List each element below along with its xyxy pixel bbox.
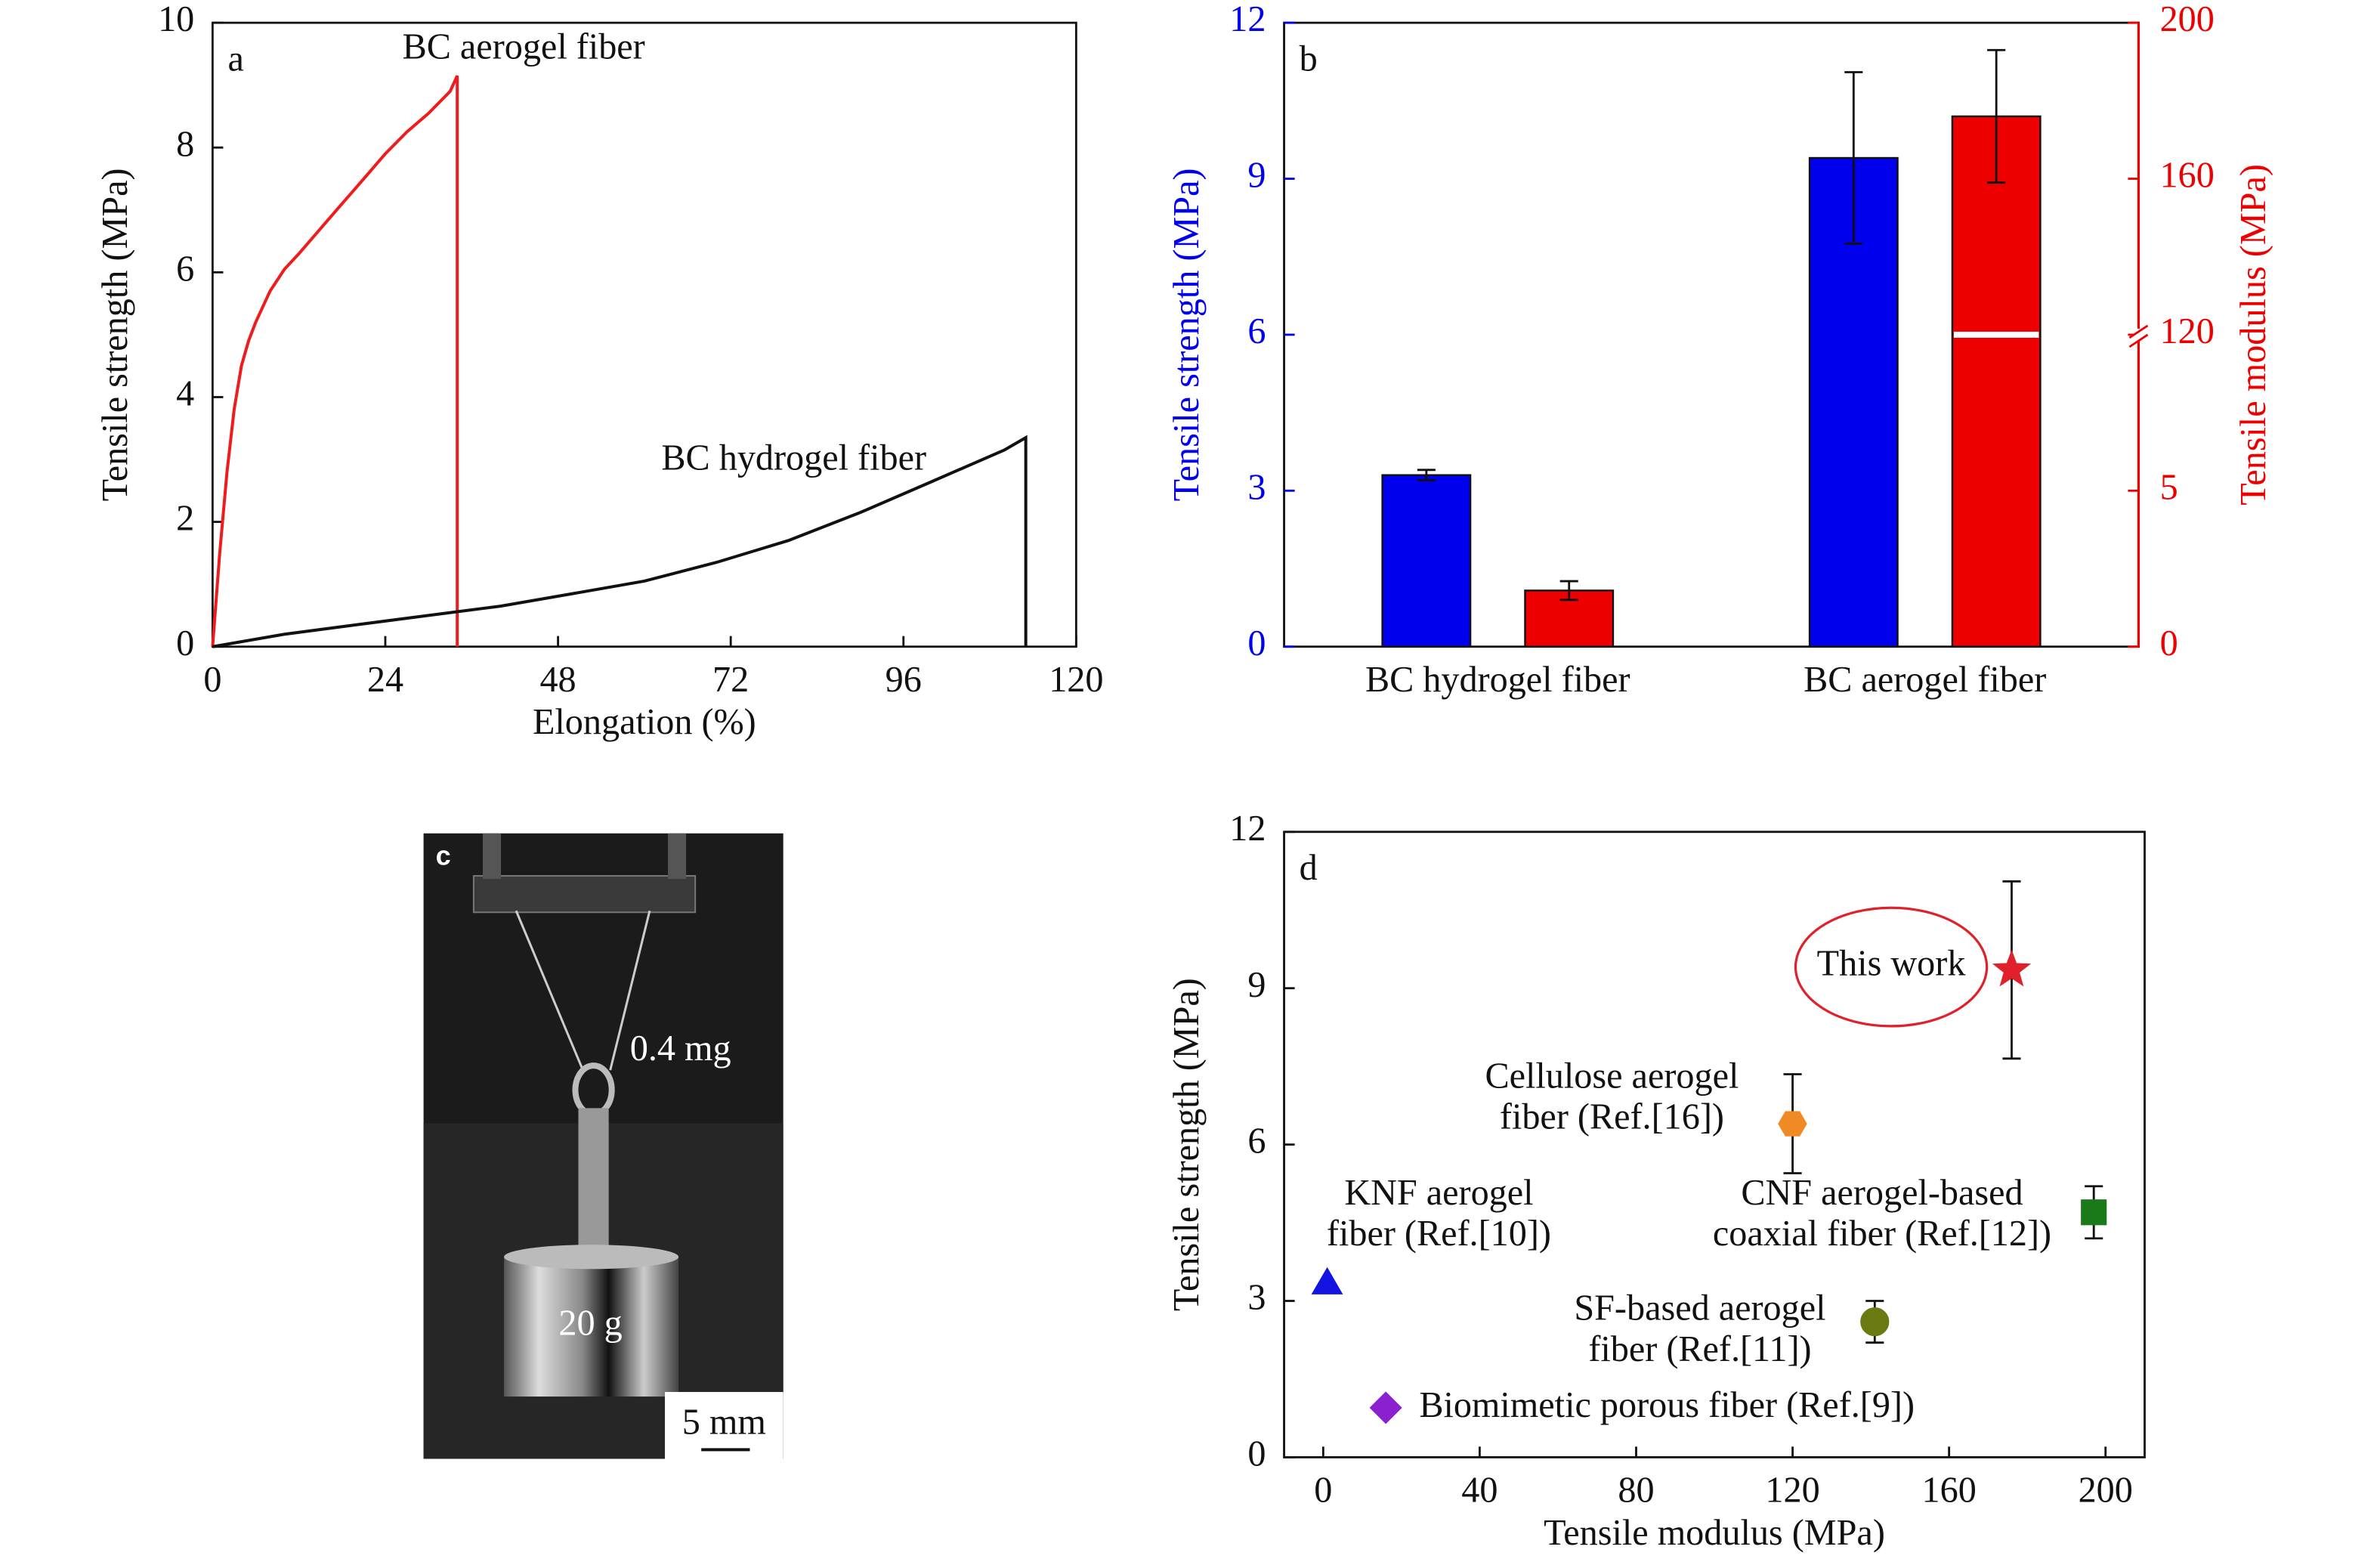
point-label: SF-based aerogel bbox=[1574, 1288, 1825, 1328]
y2-tick-label: 160 bbox=[2160, 156, 2215, 196]
y-tick-label: 6 bbox=[1247, 311, 1266, 351]
panel-label: d bbox=[1300, 848, 1318, 888]
y2-tick-label: 120 bbox=[2160, 311, 2215, 351]
point-label: Biomimetic porous fiber (Ref.[9]) bbox=[1419, 1385, 1915, 1425]
scale-bar-label: 5 mm bbox=[682, 1402, 766, 1442]
data-point bbox=[1992, 949, 2032, 987]
y-axis-title: Tensile strength (MPa) bbox=[95, 168, 135, 501]
x-tick-label: 96 bbox=[886, 660, 922, 700]
y-tick-label: 0 bbox=[1247, 1434, 1266, 1474]
y-tick-label: 12 bbox=[1229, 0, 1266, 39]
y-tick-label: 6 bbox=[176, 249, 194, 289]
x-tick-label: BC aerogel fiber bbox=[1804, 660, 2046, 700]
y-tick-label: 6 bbox=[1247, 1121, 1266, 1161]
fiber-strand bbox=[515, 910, 584, 1071]
data-point bbox=[2081, 1199, 2107, 1226]
clip-arm bbox=[667, 833, 687, 880]
photo-panel: c 0.4 mg 20 g 5 mm bbox=[423, 833, 784, 1461]
y2-axis-title: Tensile modulus (MPa) bbox=[2233, 164, 2273, 506]
hook bbox=[578, 1108, 609, 1260]
x-tick-label: 120 bbox=[1765, 1471, 1819, 1511]
y2-tick-label: 200 bbox=[2160, 0, 2215, 39]
y-tick-label: 3 bbox=[1247, 1278, 1266, 1318]
point-label: fiber (Ref.[10]) bbox=[1327, 1214, 1551, 1254]
x-axis-title: Elongation (%) bbox=[533, 702, 756, 742]
series-label: BC aerogel fiber bbox=[403, 26, 645, 67]
x-tick-label: 0 bbox=[203, 660, 221, 700]
point-label: fiber (Ref.[16]) bbox=[1500, 1097, 1724, 1137]
axis-break-gap bbox=[2134, 328, 2144, 341]
x-tick-label: 80 bbox=[1618, 1471, 1654, 1511]
annotation: 0.4 mg bbox=[630, 1028, 731, 1069]
y-axis-title: Tensile strength (MPa) bbox=[1167, 168, 1207, 501]
y-tick-label: 0 bbox=[176, 623, 194, 663]
highlight-ellipse bbox=[1794, 906, 1989, 1028]
x-tick-label: 48 bbox=[539, 660, 576, 700]
data-point bbox=[1311, 1267, 1343, 1294]
x-tick-label: 160 bbox=[1922, 1471, 1977, 1511]
y-tick-label: 8 bbox=[176, 124, 194, 164]
annotation: 20 g bbox=[558, 1304, 622, 1344]
panel-label: b bbox=[1300, 39, 1318, 79]
error-bar bbox=[1417, 469, 1436, 481]
point-label: CNF aerogel-based bbox=[1741, 1173, 2023, 1213]
point-label: coaxial fiber (Ref.[12]) bbox=[1713, 1214, 2051, 1254]
y-axis-title: Tensile strength (MPa) bbox=[1167, 978, 1207, 1311]
point-label: KNF aerogel bbox=[1344, 1173, 1533, 1213]
x-tick-label: 24 bbox=[367, 660, 403, 700]
x-tick-label: 120 bbox=[1049, 660, 1103, 700]
axis-break bbox=[2128, 324, 2149, 348]
series-label: BC hydrogel fiber bbox=[661, 438, 926, 478]
y-tick-label: 0 bbox=[1247, 623, 1266, 663]
x-tick-label: BC hydrogel fiber bbox=[1365, 660, 1630, 700]
y-tick-label: 12 bbox=[1229, 809, 1266, 849]
weight bbox=[504, 1257, 679, 1397]
error-bar bbox=[1987, 48, 2006, 184]
data-line bbox=[212, 435, 1028, 648]
error-bar bbox=[1844, 71, 1863, 245]
x-tick-label: 0 bbox=[1314, 1471, 1332, 1511]
plot-frame bbox=[211, 21, 1077, 648]
error-bar bbox=[1559, 580, 1578, 602]
data-point bbox=[1778, 1111, 1807, 1137]
panel-label: c bbox=[436, 840, 451, 871]
y-tick-label: 9 bbox=[1247, 156, 1266, 196]
point-label: This work bbox=[1817, 944, 1967, 984]
data-point bbox=[1369, 1391, 1402, 1424]
point-label: Cellulose aerogel bbox=[1485, 1056, 1739, 1096]
x-tick-label: 72 bbox=[712, 660, 749, 700]
point-label: fiber (Ref.[11]) bbox=[1588, 1329, 1811, 1369]
bar-break bbox=[1953, 331, 2039, 338]
y-tick-label: 4 bbox=[176, 374, 194, 414]
y2-tick-label: 0 bbox=[2160, 623, 2178, 663]
panel-label: a bbox=[227, 39, 243, 79]
data-point bbox=[1860, 1307, 1890, 1337]
weight-top bbox=[504, 1245, 679, 1270]
y-tick-label: 3 bbox=[1247, 467, 1266, 507]
fiber-strand bbox=[609, 910, 651, 1071]
data-line bbox=[211, 75, 459, 647]
clip bbox=[472, 875, 697, 914]
y-tick-label: 9 bbox=[1247, 965, 1266, 1005]
y-tick-label: 10 bbox=[158, 0, 194, 39]
x-axis-title: Tensile modulus (MPa) bbox=[1544, 1513, 1885, 1553]
bar bbox=[1381, 474, 1472, 648]
x-tick-label: 40 bbox=[1461, 1471, 1498, 1511]
y2-tick-label: 5 bbox=[2160, 467, 2178, 507]
x-tick-label: 200 bbox=[2079, 1471, 2133, 1511]
clip-arm bbox=[482, 833, 502, 880]
y-tick-label: 2 bbox=[176, 499, 194, 539]
bar bbox=[1951, 115, 2042, 648]
